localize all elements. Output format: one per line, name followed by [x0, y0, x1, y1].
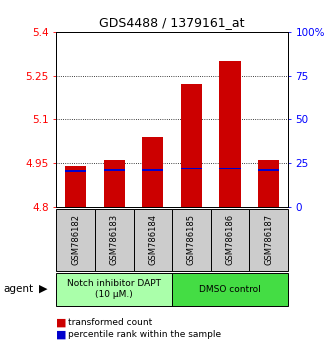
- Text: agent: agent: [3, 284, 33, 294]
- Bar: [211, 209, 249, 271]
- Bar: [142, 170, 164, 171]
- Bar: [65, 170, 86, 172]
- Text: GSM786183: GSM786183: [110, 214, 119, 266]
- Bar: [249, 209, 288, 271]
- Bar: [219, 168, 241, 170]
- Bar: [258, 170, 279, 171]
- Bar: [181, 168, 202, 170]
- Bar: [258, 160, 279, 207]
- Bar: [142, 137, 164, 207]
- Text: GSM786187: GSM786187: [264, 214, 273, 266]
- Bar: [172, 209, 211, 271]
- Bar: [133, 209, 172, 271]
- Text: ▶: ▶: [39, 284, 47, 294]
- Text: GSM786182: GSM786182: [71, 214, 80, 266]
- Bar: [104, 170, 125, 171]
- Text: Notch inhibitor DAPT
(10 μM.): Notch inhibitor DAPT (10 μM.): [67, 279, 161, 299]
- Title: GDS4488 / 1379161_at: GDS4488 / 1379161_at: [99, 16, 245, 29]
- Bar: [219, 61, 241, 207]
- Bar: [56, 209, 95, 271]
- Text: transformed count: transformed count: [68, 318, 152, 327]
- Text: percentile rank within the sample: percentile rank within the sample: [68, 330, 221, 339]
- Bar: [181, 85, 202, 207]
- Bar: [56, 273, 172, 306]
- Bar: [65, 166, 86, 207]
- Text: GSM786184: GSM786184: [148, 214, 157, 266]
- Text: DMSO control: DMSO control: [199, 285, 261, 293]
- Bar: [95, 209, 133, 271]
- Text: ■: ■: [56, 318, 67, 328]
- Text: ■: ■: [56, 330, 67, 339]
- Bar: [172, 273, 288, 306]
- Text: GSM786185: GSM786185: [187, 214, 196, 266]
- Bar: [104, 160, 125, 207]
- Text: GSM786186: GSM786186: [225, 214, 235, 266]
